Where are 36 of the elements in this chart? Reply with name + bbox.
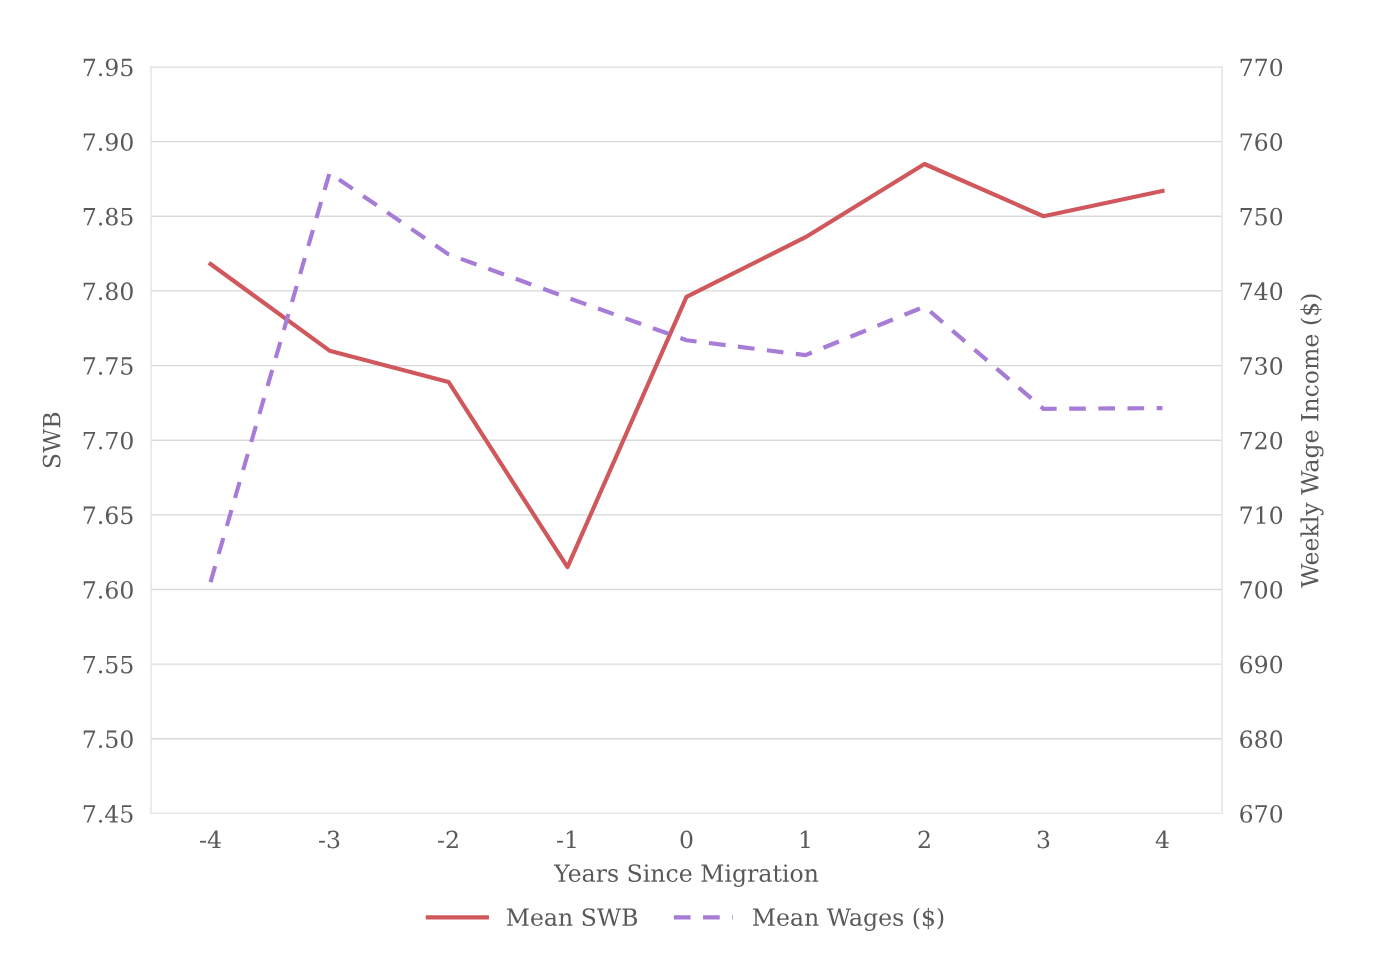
x-tick-label: 2: [918, 830, 930, 849]
legend-label: Mean SWB: [506, 908, 638, 927]
y2-tick-label: 770: [1240, 58, 1283, 77]
y-tick-label: 7.65: [83, 506, 133, 525]
y-tick-label: 7.75: [83, 357, 133, 375]
x-tick-label: -4: [200, 830, 221, 849]
y2-axis-title: Weekly Wage Income ($): [1300, 294, 1324, 588]
y2-tick-label: 710: [1240, 506, 1283, 525]
y2-tick-label: 670: [1240, 804, 1283, 823]
y-tick-label: 7.60: [83, 580, 133, 599]
y-tick-label: 7.50: [83, 730, 133, 749]
y2-tick-label: 700: [1240, 580, 1283, 599]
x-tick-label: 0: [680, 830, 693, 849]
y-tick-label: 7.95: [83, 58, 133, 77]
y2-tick-label: 690: [1240, 655, 1283, 674]
y-tick-label: 7.85: [83, 207, 133, 226]
y-axis-title: SWB: [42, 412, 61, 468]
y2-tick-label: 720: [1240, 431, 1283, 450]
x-tick-label: 1: [800, 830, 810, 849]
x-tick-label: 4: [1155, 830, 1169, 849]
y-tick-label: 7.55: [83, 655, 133, 674]
y2-tick-label: 730: [1240, 357, 1283, 375]
y-tick-label: 7.90: [83, 133, 133, 151]
x-tick-label: -3: [319, 830, 340, 849]
y2-tick-label: 750: [1240, 207, 1283, 226]
x-tick-label: -1: [557, 830, 576, 849]
y2-tick-label: 760: [1240, 133, 1283, 151]
y-tick-label: 7.80: [83, 282, 133, 301]
legend-label: Mean Wages ($): [752, 907, 944, 931]
x-tick-label: 3: [1037, 830, 1050, 849]
x-axis-title: Years Since Migration: [553, 864, 819, 887]
y-tick-label: 7.45: [83, 804, 133, 823]
y2-tick-label: 740: [1240, 282, 1283, 301]
y2-tick-label: 680: [1240, 730, 1283, 749]
x-tick-label: -2: [438, 830, 458, 849]
y-tick-label: 7.70: [83, 431, 133, 450]
